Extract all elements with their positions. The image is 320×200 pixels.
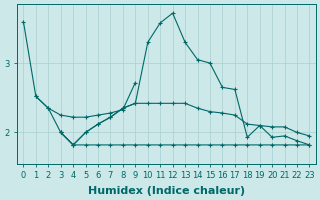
X-axis label: Humidex (Indice chaleur): Humidex (Indice chaleur) (88, 186, 245, 196)
